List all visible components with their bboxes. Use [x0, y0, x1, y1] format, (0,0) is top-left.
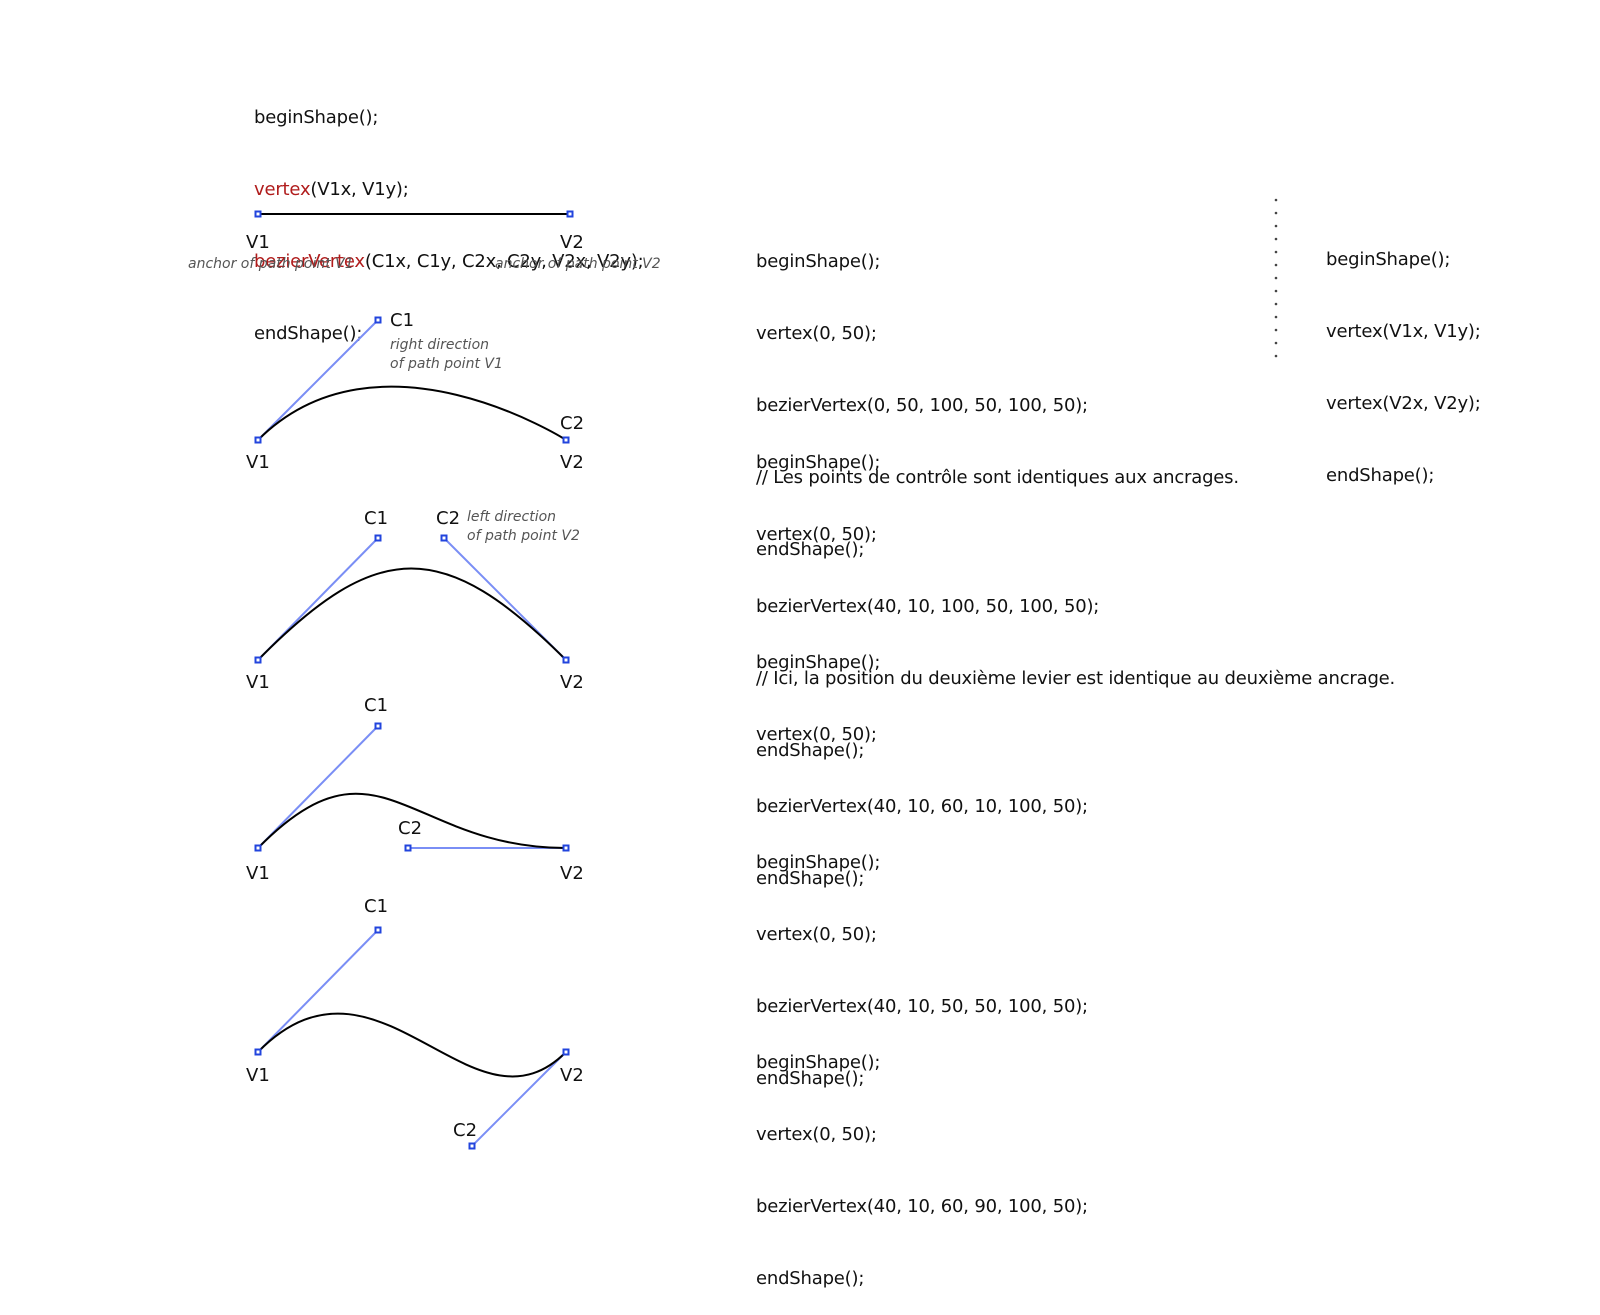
label-c1: C1	[364, 896, 388, 917]
control-c2	[468, 1142, 476, 1150]
keyword: vertex	[254, 179, 311, 200]
note-c2-line2: of path point V2	[467, 528, 580, 544]
label-v1: V1	[246, 452, 270, 473]
note-c1-line1: right direction	[390, 337, 489, 353]
code-line: endShape();	[1326, 465, 1435, 486]
dotted-separator	[1274, 198, 1278, 358]
example-code-1: beginShape(); vertex(0, 50); bezierVerte…	[756, 202, 1239, 586]
code-line: vertex(V1x, V1y);	[1326, 321, 1481, 342]
code-args: (C1x, C1y, C2x, C2y, V2x, V2y);	[364, 251, 644, 272]
anchor-v2	[562, 1048, 570, 1056]
keyword: bezierVertex	[254, 251, 365, 272]
code-line: vertex(0, 50);	[756, 724, 877, 745]
code-line: vertex(V2x, V2y);	[1326, 393, 1481, 414]
label-c2: C2	[436, 508, 460, 529]
label-v2: V2	[560, 452, 584, 473]
code-line: beginShape();	[756, 1052, 881, 1073]
anchor-v2	[562, 844, 570, 852]
label-c2: C2	[560, 413, 584, 434]
label-v2: V2	[560, 232, 584, 253]
code-line: bezierVertex(40, 10, 60, 10, 100, 50);	[756, 796, 1088, 817]
code-line: bezierVertex(40, 10, 50, 50, 100, 50);	[756, 996, 1088, 1017]
bezier-diagrams: V1 V2 anchor of path point V1 anchor of …	[188, 198, 1278, 1150]
diagram-4: C1 C2 V1 V2	[246, 695, 584, 884]
handle-c1	[257, 319, 379, 441]
control-c2	[440, 534, 448, 542]
code-line: beginShape();	[756, 452, 881, 473]
control-c1	[374, 926, 382, 934]
label-v1: V1	[246, 863, 270, 884]
anchor-v1	[254, 656, 262, 664]
label-c2: C2	[398, 818, 422, 839]
anchor-v1	[254, 436, 262, 444]
code-args: (V1x, V1y);	[310, 179, 409, 200]
control-c1	[374, 534, 382, 542]
code-line: vertex(0, 50);	[756, 924, 877, 945]
code-line: bezierVertex(40, 10, 100, 50, 100, 50);	[756, 596, 1100, 617]
diagram-2: C1 right direction of path point V1 C2 V…	[246, 310, 584, 473]
anchor-v2	[562, 436, 570, 444]
control-c1	[374, 316, 382, 324]
label-c1: C1	[364, 508, 388, 529]
label-c1: C1	[364, 695, 388, 716]
code-line: vertex(0, 50);	[756, 323, 877, 344]
label-c1: C1	[390, 310, 414, 331]
side-code-block: beginShape(); vertex(V1x, V1y); vertex(V…	[1326, 200, 1481, 512]
code-line: endShape();	[756, 539, 865, 560]
code-line: endShape();	[756, 1068, 865, 1089]
label-v1: V1	[246, 232, 270, 253]
bezier-curve	[257, 792, 567, 849]
anchor-v1	[254, 1048, 262, 1056]
diagram-3: C1 C2 left direction of path point V2 V1…	[246, 508, 584, 693]
anchor-v2	[566, 210, 574, 218]
label-v2: V2	[560, 1065, 584, 1086]
code-line: beginShape();	[756, 652, 881, 673]
anchor-v1	[254, 844, 262, 852]
code-line: beginShape();	[1326, 249, 1451, 270]
note-anchor-v1: anchor of path point V1	[188, 256, 354, 272]
code-comment: // Ici, la position du deuxième levier e…	[756, 668, 1396, 689]
diagram-5: C1 C2 V1 V2	[246, 896, 584, 1150]
example-code-4: beginShape(); vertex(0, 50); bezierVerte…	[756, 803, 1088, 1115]
label-v2: V2	[560, 863, 584, 884]
example-code-3: beginShape(); vertex(0, 50); bezierVerte…	[756, 603, 1088, 915]
code-line: beginShape();	[254, 107, 379, 128]
code-line: bezierVertex(0, 50, 100, 50, 100, 50);	[756, 395, 1088, 416]
handle-c1	[257, 725, 379, 849]
code-line: endShape();	[756, 1268, 865, 1289]
note-anchor-v2: anchor of path point V2	[495, 256, 661, 272]
note-c2-line1: left direction	[467, 509, 556, 525]
label-v1: V1	[246, 672, 270, 693]
code-line: beginShape();	[756, 852, 881, 873]
bezier-curve	[257, 567, 567, 661]
label-v2: V2	[560, 672, 584, 693]
bezier-curve	[257, 385, 567, 441]
anchor-v1	[254, 210, 262, 218]
example-code-2: beginShape(); vertex(0, 50); bezierVerte…	[756, 403, 1395, 787]
code-line: vertex(0, 50);	[756, 1124, 877, 1145]
anchor-v2	[562, 656, 570, 664]
code-line: beginShape();	[756, 251, 881, 272]
bezier-curve	[257, 1012, 567, 1078]
handle-c2	[471, 1051, 567, 1147]
handle-c1	[257, 929, 379, 1053]
label-c2: C2	[453, 1120, 477, 1141]
control-c1	[374, 722, 382, 730]
note-c1-line2: of path point V1	[390, 356, 503, 372]
code-line: endShape();	[756, 740, 865, 761]
header-code-block: beginShape(); vertex(V1x, V1y); bezierVe…	[254, 58, 644, 370]
diagram-1: V1 V2 anchor of path point V1 anchor of …	[188, 210, 661, 272]
code-line: endShape();	[756, 868, 865, 889]
code-comment: // Les points de contrôle sont identique…	[756, 467, 1239, 488]
control-c2	[404, 844, 412, 852]
label-v1: V1	[246, 1065, 270, 1086]
code-line: endShape();	[254, 323, 363, 344]
code-line: vertex(0, 50);	[756, 524, 877, 545]
code-line: bezierVertex(C1x, C1y, C2x, C2y, V2x, V2…	[254, 250, 644, 274]
code-line: vertex(V1x, V1y);	[254, 178, 644, 202]
